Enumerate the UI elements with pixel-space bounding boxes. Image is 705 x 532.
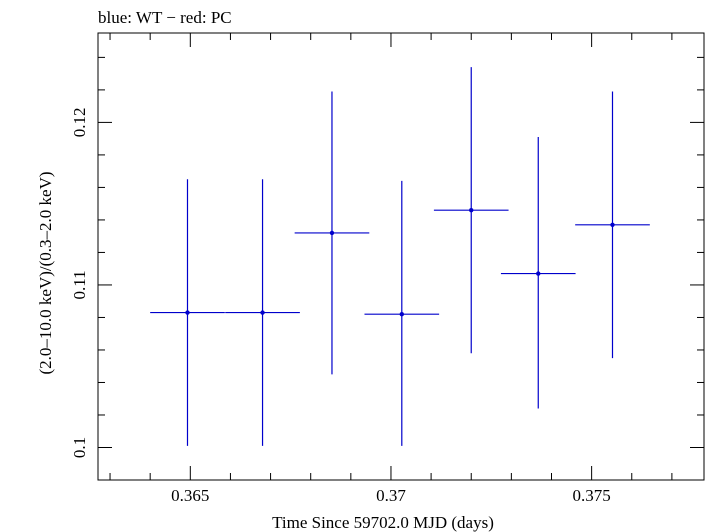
x-tick-label: 0.365: [171, 486, 209, 505]
data-points: [150, 67, 650, 446]
data-point-group: [294, 91, 370, 375]
data-point-group: [364, 180, 440, 446]
plot-frame: [97, 32, 705, 481]
data-point: [610, 222, 615, 228]
x-tick-label: 0.37: [376, 486, 406, 505]
data-point: [399, 312, 405, 317]
data-point: [329, 230, 335, 236]
axis-ticks: 0.365 0.37 0.375 0.1 0.11 0.12: [70, 33, 704, 505]
x-axis-label: Time Since 59702.0 MJD (days): [272, 513, 494, 532]
y-tick-label: 0.11: [70, 270, 89, 299]
data-point-group: [150, 179, 225, 446]
y-tick-label: 0.12: [70, 108, 89, 138]
data-point: [260, 310, 265, 315]
data-point: [469, 207, 474, 213]
data-point-group: [500, 137, 576, 409]
chart-title: blue: WT − red: PC: [98, 8, 232, 27]
x-tick-label: 0.375: [573, 486, 611, 505]
data-point-group: [225, 179, 300, 446]
y-tick-label: 0.1: [70, 437, 89, 458]
data-point-group: [433, 67, 509, 354]
data-point-group: [575, 91, 650, 359]
data-point: [536, 271, 541, 276]
data-point: [185, 310, 190, 315]
y-axis-label: (2.0–10.0 keV)/(0.3–2.0 keV): [36, 171, 55, 374]
